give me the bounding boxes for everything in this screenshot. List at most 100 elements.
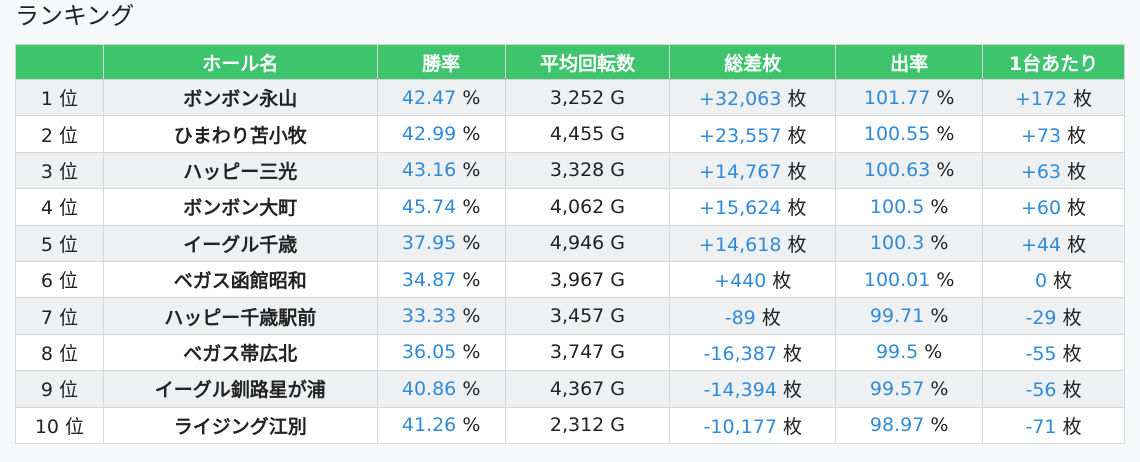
win-rate-value: 45.74 — [401, 195, 457, 218]
win-rate-unit: % — [462, 268, 481, 291]
per-machine-unit: 枚 — [1062, 415, 1082, 438]
diff-value: -10,177 — [703, 415, 777, 438]
per-machine-cell: -71 枚 — [982, 406, 1125, 444]
payout-unit: % — [936, 268, 955, 291]
rank-cell: 2 位 — [15, 115, 104, 153]
rank-cell: 9 位 — [15, 370, 104, 408]
win-rate-value: 40.86 — [401, 377, 457, 400]
payout-cell: 99.57 % — [835, 370, 984, 408]
per-machine-cell: -56 枚 — [982, 370, 1125, 408]
win-rate-value: 42.47 — [401, 86, 457, 109]
payout-unit: % — [936, 86, 955, 109]
diff-cell: +440 枚 — [669, 260, 837, 299]
diff-cell: -16,387 枚 — [669, 333, 837, 372]
hall-cell: ハッピー三光 — [102, 151, 378, 190]
win-rate-value: 41.26 — [401, 414, 457, 437]
payout-unit: % — [930, 414, 949, 437]
diff-value: +15,624 — [699, 197, 782, 220]
payout-unit: % — [936, 159, 955, 182]
diff-unit: 枚 — [782, 342, 802, 365]
win-rate-unit: % — [462, 86, 481, 109]
payout-value: 100.55 — [863, 123, 931, 146]
table-row: 7 位ハッピー千歳駅前 33.33 % 3,457 G -89 枚 99.71 % -29… — [15, 297, 1125, 335]
table-row: 4 位ボンボン大町 45.74 % 4,062 G +15,624 枚 100.5 % +… — [15, 188, 1125, 226]
per-machine-cell: +63 枚 — [982, 151, 1125, 190]
payout-cell: 100.63 % — [835, 151, 984, 190]
win-rate-cell: 42.99 % — [376, 115, 506, 153]
hall-cell: ボンボン永山 — [102, 78, 378, 117]
rank-cell: 6 位 — [15, 260, 104, 299]
win-rate-value: 37.95 — [401, 232, 457, 255]
diff-unit: 枚 — [787, 124, 807, 147]
per-machine-unit: 枚 — [1067, 124, 1087, 147]
hall-cell: ひまわり苫小牧 — [102, 115, 378, 153]
per-machine-cell: +44 枚 — [982, 224, 1125, 262]
diff-value: -16,387 — [703, 342, 777, 365]
avg-spins-cell: 3,252 G — [504, 78, 671, 117]
per-machine-value: 0 — [1034, 270, 1048, 293]
win-rate-value: 34.87 — [401, 268, 457, 291]
payout-unit: % — [930, 195, 949, 218]
header-row: ホール名 勝率 平均回転数 総差枚 出率 1台あたり — [15, 44, 1125, 80]
diff-cell: +14,767 枚 — [669, 151, 837, 190]
per-machine-cell: +73 枚 — [982, 115, 1125, 153]
diff-unit: 枚 — [787, 233, 807, 256]
per-machine-unit: 枚 — [1067, 233, 1087, 256]
win-rate-cell: 34.87 % — [376, 260, 506, 299]
payout-value: 99.57 — [869, 377, 925, 400]
payout-value: 100.63 — [863, 159, 931, 182]
diff-value: +32,063 — [699, 88, 782, 111]
win-rate-unit: % — [462, 232, 481, 255]
per-machine-cell: +60 枚 — [982, 188, 1125, 226]
win-rate-unit: % — [462, 159, 481, 182]
payout-cell: 100.01 % — [835, 260, 984, 299]
per-machine-cell: 0 枚 — [982, 260, 1125, 299]
payout-unit: % — [930, 377, 949, 400]
diff-unit: 枚 — [761, 306, 781, 329]
hall-cell: イーグル釧路星が浦 — [102, 370, 378, 408]
diff-cell: +23,557 枚 — [669, 115, 837, 153]
diff-cell: +15,624 枚 — [669, 188, 837, 226]
diff-value: -14,394 — [703, 379, 777, 402]
win-rate-value: 33.33 — [401, 305, 457, 328]
payout-unit: % — [930, 305, 949, 328]
payout-cell: 99.71 % — [835, 297, 984, 335]
diff-cell: +14,618 枚 — [669, 224, 837, 262]
page-title: ランキング — [15, 2, 135, 30]
win-rate-value: 43.16 — [401, 159, 457, 182]
avg-spins-cell: 4,946 G — [504, 224, 671, 262]
header-cell: 総差枚 — [669, 44, 837, 80]
avg-spins-cell: 3,967 G — [504, 260, 671, 299]
payout-value: 101.77 — [863, 86, 931, 109]
table-row: 10 位ライジング江別 41.26 % 2,312 G -10,177 枚 98.97 … — [15, 406, 1125, 444]
table-row: 3 位ハッピー三光 43.16 % 3,328 G +14,767 枚 100.63 %… — [15, 151, 1125, 190]
rank-cell: 3 位 — [15, 151, 104, 190]
hall-cell: イーグル千歳 — [102, 224, 378, 262]
diff-value: +14,767 — [699, 160, 782, 183]
per-machine-value: +60 — [1020, 197, 1062, 220]
per-machine-cell: -29 枚 — [982, 297, 1125, 335]
per-machine-value: +73 — [1020, 124, 1062, 147]
table-row: 8 位ベガス帯広北 36.05 % 3,747 G -16,387 枚 99.5 % -5… — [15, 333, 1125, 372]
table-row: 9 位イーグル釧路星が浦 40.86 % 4,367 G -14,394 枚 99.57… — [15, 370, 1125, 408]
diff-unit: 枚 — [787, 197, 807, 220]
per-machine-unit: 枚 — [1073, 88, 1093, 111]
header-cell: ホール名 — [102, 44, 378, 80]
win-rate-value: 42.99 — [401, 123, 457, 146]
payout-cell: 101.77 % — [835, 78, 984, 117]
diff-value: +23,557 — [699, 124, 782, 147]
payout-unit: % — [924, 341, 943, 364]
diff-cell: +32,063 枚 — [669, 78, 837, 117]
hall-cell: ボンボン大町 — [102, 188, 378, 226]
avg-spins-cell: 2,312 G — [504, 406, 671, 444]
payout-cell: 100.55 % — [835, 115, 984, 153]
header-cell: 出率 — [835, 44, 984, 80]
per-machine-value: +172 — [1014, 88, 1068, 111]
win-rate-cell: 42.47 % — [376, 78, 506, 117]
hall-cell: ベガス帯広北 — [102, 333, 378, 372]
header-cell: 勝率 — [376, 44, 506, 80]
diff-cell: -10,177 枚 — [669, 406, 837, 444]
per-machine-unit: 枚 — [1053, 270, 1073, 293]
payout-cell: 100.3 % — [835, 224, 984, 262]
hall-cell: ハッピー千歳駅前 — [102, 297, 378, 335]
